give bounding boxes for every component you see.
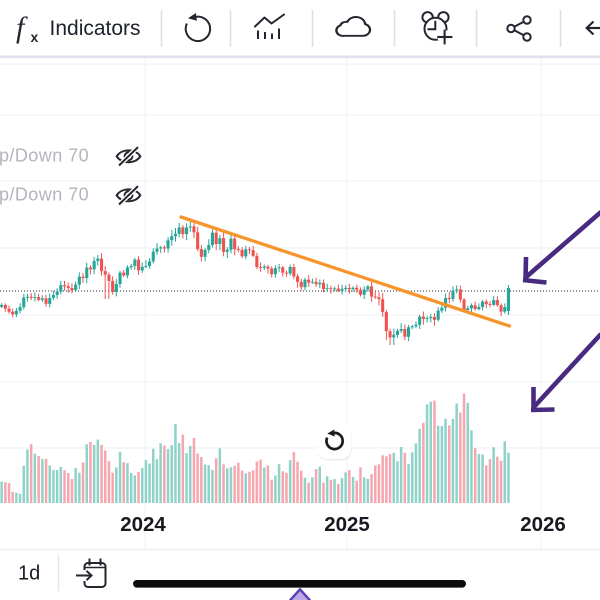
svg-text:Indicators: Indicators: [50, 17, 141, 40]
svg-text:Up/Down 70: Up/Down 70: [0, 146, 89, 166]
svg-text:Up/Down 70: Up/Down 70: [0, 185, 89, 205]
svg-text:1d: 1d: [18, 563, 40, 585]
svg-text:2026: 2026: [520, 513, 566, 536]
svg-text:2025: 2025: [324, 513, 370, 536]
svg-text:x: x: [31, 29, 39, 45]
svg-text:2024: 2024: [120, 513, 166, 536]
